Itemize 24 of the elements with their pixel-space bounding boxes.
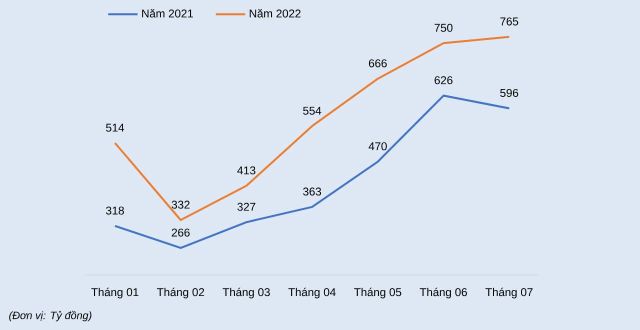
text: (Đơn vị: Tỷ đồng)	[9, 310, 92, 322]
data-label: 666	[368, 59, 387, 68]
x-tick-label: Tháng 05	[354, 288, 402, 298]
data-label: 327	[237, 202, 256, 211]
data-label: 765	[500, 17, 518, 26]
x-tick-label: Tháng 07	[486, 288, 533, 298]
x-tick-label: Tháng 02	[157, 288, 204, 298]
data-label: 266	[172, 228, 190, 237]
legend-label: Năm 2021	[142, 9, 193, 18]
data-label: 363	[303, 188, 322, 196]
x-tick-label: Tháng 04	[288, 288, 336, 298]
data-label: 750	[434, 24, 453, 32]
data-label: 470	[368, 142, 387, 150]
data-label: 413	[237, 166, 256, 174]
data-label: 332	[172, 200, 190, 209]
x-tick-label: Tháng 03	[222, 288, 270, 298]
x-tick-label: Tháng 06	[420, 288, 467, 298]
data-label: 318	[106, 206, 124, 215]
data-label: 596	[500, 88, 518, 97]
x-tick-label: Tháng 01	[91, 288, 138, 298]
data-label: 626	[434, 76, 452, 84]
legend-label: Năm 2022	[250, 9, 301, 18]
data-label: 554	[303, 106, 322, 115]
data-label: 514	[106, 124, 124, 132]
